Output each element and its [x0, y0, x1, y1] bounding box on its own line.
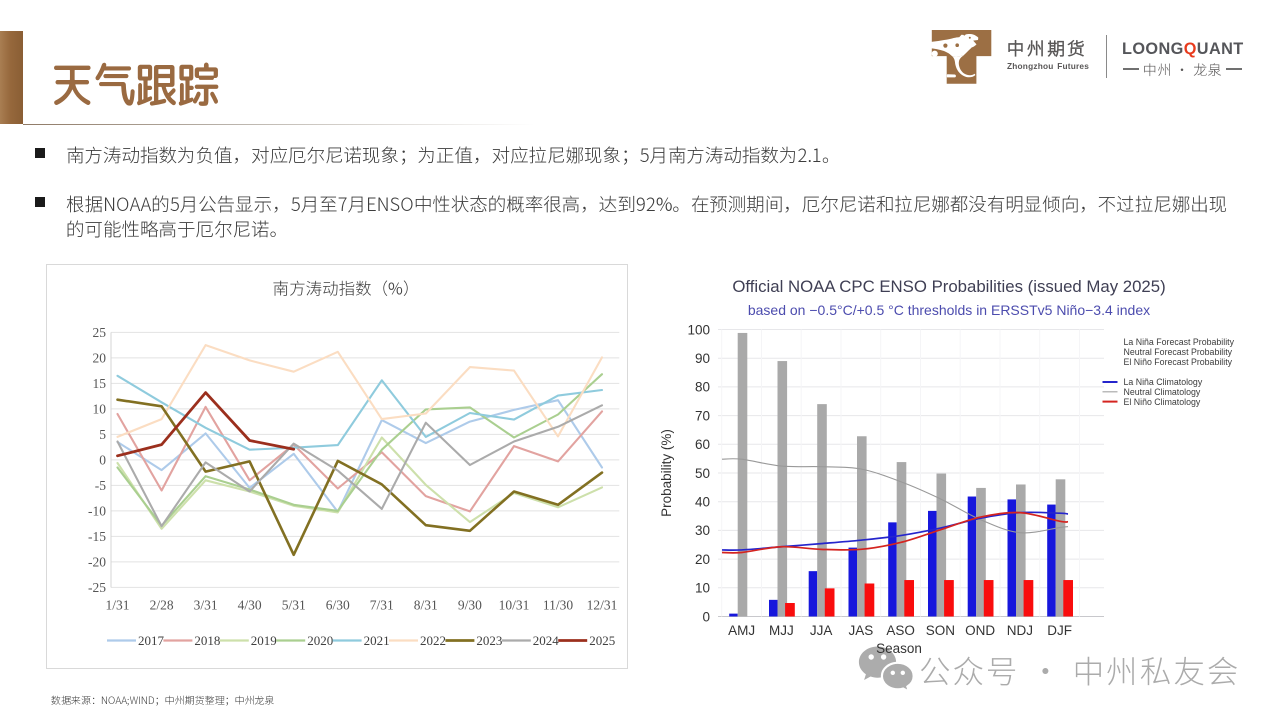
- svg-text:10: 10: [695, 581, 710, 596]
- svg-text:Neutral Forecast Probability: Neutral Forecast Probability: [1124, 347, 1233, 357]
- svg-text:10/31: 10/31: [499, 597, 530, 612]
- svg-text:AMJ: AMJ: [728, 623, 755, 638]
- svg-text:ASO: ASO: [886, 623, 915, 638]
- svg-text:2024: 2024: [533, 633, 560, 648]
- svg-text:Official NOAA CPC ENSO Probabi: Official NOAA CPC ENSO Probabilities (is…: [732, 277, 1165, 296]
- svg-text:50: 50: [695, 466, 710, 481]
- svg-text:El Niño Forecast Probability: El Niño Forecast Probability: [1124, 357, 1233, 367]
- svg-text:Season: Season: [876, 641, 922, 656]
- svg-text:2022: 2022: [420, 633, 446, 648]
- svg-text:NDJ: NDJ: [1007, 623, 1033, 638]
- svg-text:-5: -5: [95, 477, 106, 492]
- svg-text:MJJ: MJJ: [769, 623, 794, 638]
- svg-text:-25: -25: [88, 579, 106, 594]
- svg-text:8/31: 8/31: [414, 597, 438, 612]
- svg-text:70: 70: [695, 408, 710, 423]
- svg-text:SON: SON: [926, 623, 955, 638]
- svg-text:南方涛动指数（%）: 南方涛动指数（%）: [273, 275, 420, 299]
- svg-text:-20: -20: [88, 554, 106, 569]
- svg-text:La Niña Climatology: La Niña Climatology: [1124, 377, 1203, 387]
- svg-text:1/31: 1/31: [105, 597, 129, 612]
- svg-text:OND: OND: [965, 623, 995, 638]
- svg-text:JJA: JJA: [810, 623, 833, 638]
- svg-text:4/30: 4/30: [238, 597, 262, 612]
- svg-text:2025: 2025: [589, 633, 615, 648]
- svg-text:20: 20: [93, 350, 107, 365]
- svg-text:2021: 2021: [364, 633, 390, 648]
- svg-text:2/28: 2/28: [150, 597, 174, 612]
- svg-text:6/30: 6/30: [326, 597, 350, 612]
- svg-text:90: 90: [695, 351, 710, 366]
- svg-text:12/31: 12/31: [587, 597, 618, 612]
- svg-text:11/30: 11/30: [543, 597, 573, 612]
- svg-text:-15: -15: [88, 528, 106, 543]
- svg-text:La Niña Forecast Probability: La Niña Forecast Probability: [1124, 337, 1235, 347]
- svg-text:7/31: 7/31: [370, 597, 394, 612]
- svg-text:2020: 2020: [307, 633, 333, 648]
- svg-text:JAS: JAS: [849, 623, 874, 638]
- svg-text:Probability (%): Probability (%): [659, 429, 674, 517]
- svg-text:0: 0: [99, 452, 106, 467]
- svg-text:2023: 2023: [476, 633, 502, 648]
- svg-text:5/31: 5/31: [282, 597, 306, 612]
- svg-text:40: 40: [695, 495, 710, 510]
- svg-text:Neutral Climatology: Neutral Climatology: [1124, 387, 1201, 397]
- svg-text:2017: 2017: [138, 633, 165, 648]
- svg-text:based on −0.5°C/+0.5 °C thresh: based on −0.5°C/+0.5 °C thresholds in ER…: [748, 302, 1150, 318]
- svg-text:20: 20: [695, 552, 710, 567]
- svg-text:60: 60: [695, 437, 710, 452]
- svg-text:100: 100: [687, 322, 710, 337]
- svg-text:80: 80: [695, 380, 710, 395]
- svg-text:5: 5: [99, 426, 106, 441]
- svg-text:3/31: 3/31: [194, 597, 218, 612]
- svg-text:9/30: 9/30: [458, 597, 482, 612]
- svg-text:DJF: DJF: [1047, 623, 1072, 638]
- svg-text:-10: -10: [88, 503, 106, 518]
- svg-text:0: 0: [702, 609, 710, 624]
- svg-text:15: 15: [93, 375, 107, 390]
- svg-text:30: 30: [695, 523, 710, 538]
- svg-text:25: 25: [93, 324, 107, 339]
- svg-text:El Niño Climatology: El Niño Climatology: [1124, 397, 1201, 407]
- svg-text:2019: 2019: [251, 633, 277, 648]
- svg-text:10: 10: [93, 401, 107, 416]
- svg-text:2018: 2018: [194, 633, 220, 648]
